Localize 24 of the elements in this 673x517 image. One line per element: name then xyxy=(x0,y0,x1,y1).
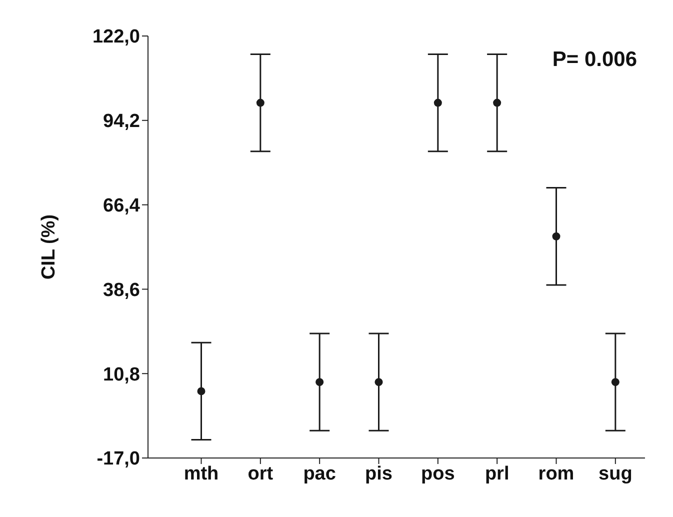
x-tick-label: prl xyxy=(484,463,510,484)
point xyxy=(316,378,324,386)
x-tick-label: rom xyxy=(538,463,574,484)
point xyxy=(611,378,620,386)
y-tick-label: 38,6 xyxy=(103,280,140,301)
y-tick-label: 94,2 xyxy=(103,111,140,132)
x-tick-label: ort xyxy=(248,463,274,484)
y-tick-label: 122,0 xyxy=(92,26,140,48)
point xyxy=(256,98,264,107)
x-tick-label: sug xyxy=(598,463,632,484)
point xyxy=(374,378,383,386)
point xyxy=(552,232,560,240)
y-tick-label: -17,0 xyxy=(96,448,140,470)
annotation: P= 0.006 xyxy=(552,48,637,72)
x-tick-label: mth xyxy=(184,463,219,484)
x-tick-label: pac xyxy=(303,463,336,484)
x-tick-label: pos xyxy=(421,463,455,484)
x-tick-label: pis xyxy=(365,463,392,484)
point xyxy=(434,98,442,107)
y-tick-label: 66,4 xyxy=(103,196,140,217)
point xyxy=(197,387,206,396)
point xyxy=(493,98,502,107)
y-tick-label: 10,8 xyxy=(103,364,140,386)
y-axis-title: CIL (%) xyxy=(38,214,60,280)
